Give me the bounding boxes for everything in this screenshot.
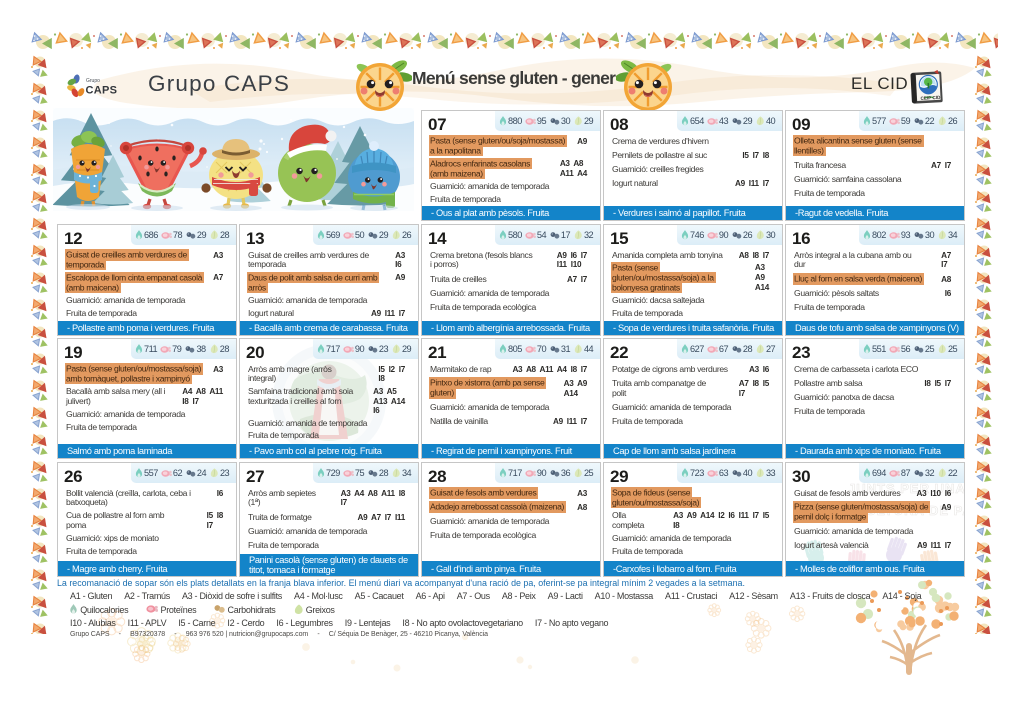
svg-text:JUNTS PER UNA: JUNTS PER UNA bbox=[848, 481, 964, 496]
svg-text:CAPS: CAPS bbox=[86, 85, 118, 97]
svg-text:CEIP CID: CEIP CID bbox=[920, 95, 941, 101]
svg-text:Grupo: Grupo bbox=[86, 78, 100, 84]
